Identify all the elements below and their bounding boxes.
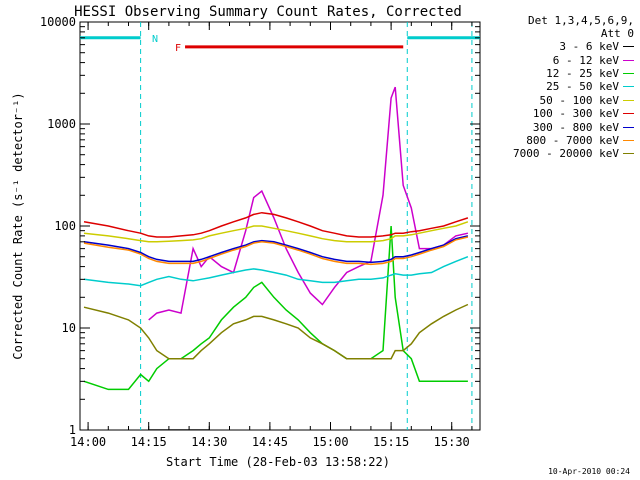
annotation-layer: NF	[80, 22, 480, 430]
legend-label: 12 - 25 keV	[546, 66, 619, 80]
legend-swatch	[623, 113, 634, 115]
x-tick-label: 15:30	[434, 435, 470, 449]
y-axis-label: Corrected Count Rate (s⁻¹ detector⁻¹)	[11, 92, 25, 359]
series-line	[148, 86, 469, 321]
x-tick-label: 14:30	[191, 435, 227, 449]
interval-label: F	[175, 43, 181, 54]
legend-item: 800 - 7000 keV	[484, 134, 634, 147]
interval-label: N	[152, 34, 158, 45]
legend-swatch	[623, 99, 634, 101]
chart-title: HESSI Observing Summary Count Rates, Cor…	[74, 4, 462, 20]
legend-item: 7000 - 20000 keV	[484, 147, 634, 160]
series-line	[83, 236, 469, 266]
y-tick-label: 10000	[40, 15, 76, 29]
series-line	[83, 211, 469, 238]
legend-label: 800 - 7000 keV	[526, 133, 619, 147]
legend-swatch	[623, 153, 634, 155]
x-tick-label: 14:00	[70, 435, 106, 449]
y-tick-label: 1	[69, 423, 76, 437]
legend-item: 300 - 800 keV	[484, 120, 634, 134]
plot-frame	[79, 21, 481, 431]
legend-label: 3 - 6 keV	[559, 40, 619, 54]
x-tick-label: 15:00	[312, 435, 348, 449]
legend-item: 50 - 100 keV	[484, 94, 634, 107]
series-line	[83, 256, 469, 287]
legend-header-attenuator: Att 0	[600, 27, 634, 40]
x-axis-label: Start Time (28-Feb-03 13:58:22)	[166, 455, 390, 469]
legend-label: 300 - 800 keV	[532, 120, 619, 134]
x-tick-label: 14:15	[131, 435, 167, 449]
series-line	[83, 221, 469, 243]
legend-label: 100 - 300 keV	[532, 107, 619, 121]
legend-header-detectors: Det 1,3,4,5,6,9,	[528, 14, 634, 27]
series-layer	[83, 86, 469, 430]
series-line	[83, 235, 469, 264]
axes-layer: 14:00 14:15 14:30 14:45 15:00 15:15 15:30 1 10 10…	[40, 15, 480, 449]
legend-swatch	[623, 46, 634, 48]
legend-swatch	[623, 86, 634, 88]
legend-label: 25 - 50 keV	[546, 80, 619, 94]
series-line	[83, 303, 469, 360]
legend: Det 1,3,4,5,6,9, Att 0 3 - 6 keV 6 - 12 …	[484, 14, 634, 161]
legend-swatch	[623, 72, 634, 74]
x-tick-label: 15:15	[373, 435, 409, 449]
y-tick-label: 100	[54, 219, 76, 233]
legend-item: 3 - 6 keV	[484, 40, 634, 53]
legend-item: 100 - 300 keV	[484, 107, 634, 120]
legend-swatch	[623, 59, 634, 61]
legend-label: 6 - 12 keV	[552, 53, 619, 67]
legend-item: 6 - 12 keV	[484, 53, 634, 67]
series-line	[83, 225, 468, 391]
legend-swatch	[623, 139, 634, 141]
generated-timestamp: 10-Apr-2010 00:24	[548, 467, 630, 476]
legend-item: 12 - 25 keV	[484, 67, 634, 80]
legend-label: 50 - 100 keV	[539, 93, 619, 107]
x-tick-label: 14:45	[252, 435, 288, 449]
y-tick-label: 1000	[47, 117, 76, 131]
legend-swatch	[623, 126, 634, 128]
y-tick-label: 10	[62, 321, 76, 335]
legend-item: 25 - 50 keV	[484, 80, 634, 93]
series-group	[83, 86, 469, 430]
legend-label: 7000 - 20000 keV	[513, 147, 619, 161]
